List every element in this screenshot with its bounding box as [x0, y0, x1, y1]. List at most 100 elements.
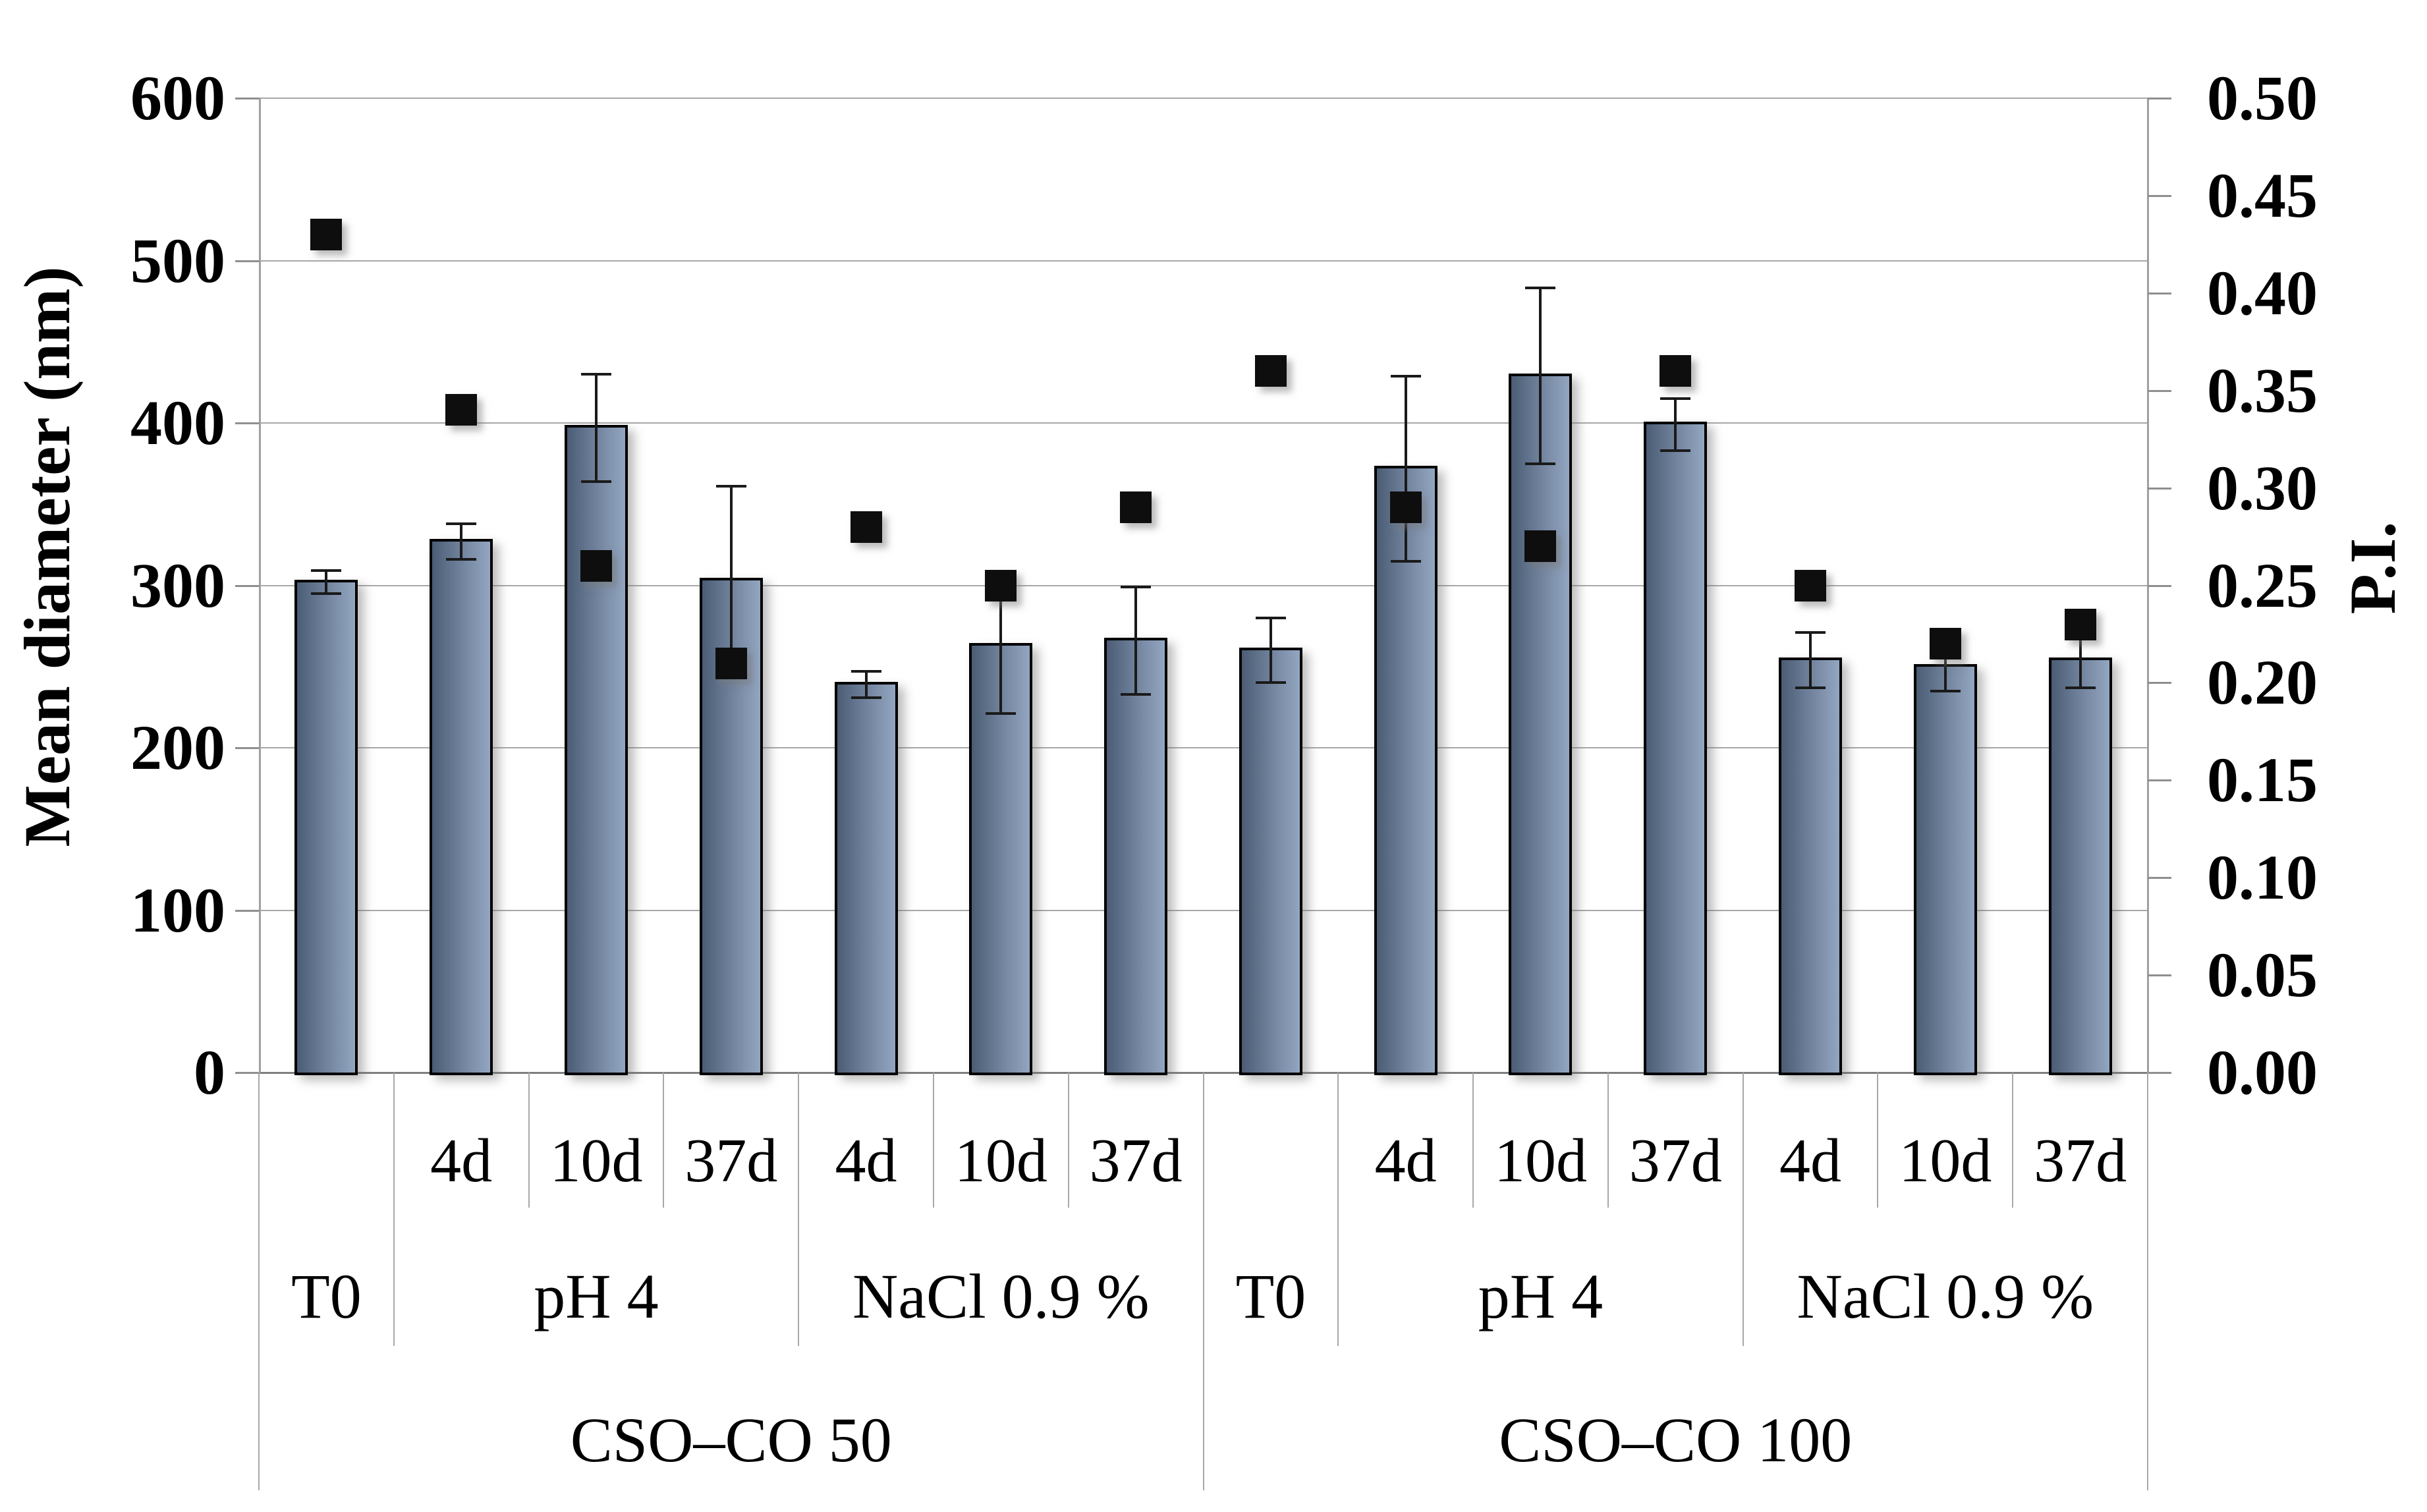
- error-bar-cap-top-cso-co-50-ph-4-10d: [580, 373, 611, 376]
- category-separator-9: [1472, 1073, 1474, 1208]
- bar-cso-co-50-ph-4-4d: [430, 538, 493, 1075]
- pi-marker-cso-co-100-nacl-0-9-37d: [2064, 608, 2096, 640]
- day-label-cso-co-50-nacl-0-9-10d: 10d: [954, 1127, 1047, 1195]
- error-bar-cap-top-cso-co-50-ph-4-37d: [715, 485, 746, 488]
- group-label-cso-co-50-nacl-0-9: NaCl 0.9 %: [852, 1261, 1150, 1331]
- left-axis-tick-500: [235, 260, 259, 262]
- error-bar-cso-co-100-ph-4-37d: [1674, 399, 1677, 451]
- pi-marker-cso-co-100-ph-4-10d: [1524, 530, 1557, 563]
- error-bar-cso-co-100-nacl-0-9-4d: [1809, 632, 1812, 688]
- day-label-cso-co-100-nacl-0-9-10d: 10d: [1899, 1127, 1992, 1195]
- category-separator-3: [663, 1073, 665, 1208]
- gridline-400: [259, 422, 2148, 424]
- error-bar-cso-co-50-nacl-0-9-37d: [1134, 586, 1138, 694]
- error-bar-cso-co-50-nacl-0-9-10d: [999, 577, 1003, 714]
- group-label-cso-co-50-ph-4: pH 4: [534, 1261, 659, 1331]
- error-bar-cso-co-50-ph-4-10d: [594, 374, 598, 482]
- left-axis-tick-label: 100: [130, 874, 225, 945]
- error-bar-cso-co-100-nacl-0-9-37d: [2078, 632, 2082, 688]
- category-separator-13: [2012, 1073, 2014, 1208]
- right-axis-tick-label: 0.35: [2207, 354, 2318, 426]
- gridline-200: [259, 747, 2148, 748]
- right-axis-tick-label: 0.45: [2207, 159, 2318, 231]
- polymer-label-cso-co-50: CSO–CO 50: [570, 1405, 892, 1475]
- category-separator-14: [2147, 1073, 2148, 1490]
- pi-marker-cso-co-50-nacl-0-9-37d: [1120, 491, 1152, 524]
- bar-cso-co-100-t0: [1239, 648, 1302, 1075]
- pi-marker-cso-co-100-ph-4-4d: [1389, 491, 1422, 524]
- error-bar-cso-co-100-nacl-0-9-10d: [1943, 642, 1947, 691]
- pi-marker-cso-co-50-ph-4-4d: [445, 394, 478, 426]
- left-axis-tick-label: 0: [194, 1037, 225, 1107]
- error-bar-cso-co-50-ph-4-4d: [460, 523, 463, 560]
- left-axis-tick-label: 600: [130, 63, 225, 133]
- error-bar-cap-top-cso-co-100-ph-4-37d: [1660, 397, 1691, 401]
- error-bar-cap-bottom-cso-co-100-ph-4-4d: [1390, 559, 1421, 563]
- category-separator-7: [1202, 1073, 1204, 1490]
- right-axis-tick-label: 0.20: [2207, 647, 2318, 718]
- error-bar-cap-bottom-cso-co-50-nacl-0-9-37d: [1121, 692, 1152, 696]
- right-axis-tick-0.30: [2148, 487, 2171, 490]
- error-bar-cso-co-50-t0: [325, 571, 328, 594]
- pi-marker-cso-co-100-nacl-0-9-4d: [1795, 569, 1827, 602]
- error-bar-cap-top-cso-co-100-nacl-0-9-4d: [1795, 630, 1826, 634]
- right-axis-tick-0.05: [2148, 974, 2171, 977]
- pi-marker-cso-co-100-t0: [1254, 355, 1287, 387]
- left-axis-spine: [259, 98, 261, 1073]
- day-label-cso-co-100-nacl-0-9-37d: 37d: [2034, 1127, 2127, 1195]
- error-bar-cso-co-50-nacl-0-9-4d: [864, 671, 868, 698]
- right-axis-tick-label: 0.50: [2207, 63, 2318, 133]
- right-axis-tick-0.35: [2148, 389, 2171, 392]
- bar-cso-co-100-ph-4-4d: [1374, 466, 1437, 1075]
- pi-marker-cso-co-50-nacl-0-9-4d: [850, 511, 882, 543]
- error-bar-cap-bottom-cso-co-50-nacl-0-9-4d: [851, 696, 881, 699]
- category-separator-2: [528, 1073, 530, 1208]
- day-label-cso-co-50-ph-4-37d: 37d: [684, 1127, 778, 1195]
- right-axis-tick-0.50: [2148, 98, 2171, 99]
- right-axis-tick-label: 0.10: [2207, 842, 2318, 913]
- error-bar-cap-bottom-cso-co-50-t0: [311, 592, 342, 595]
- bar-cso-co-100-ph-4-37d: [1644, 422, 1708, 1075]
- error-bar-cap-top-cso-co-50-ph-4-4d: [446, 522, 477, 525]
- left-axis-tick-300: [235, 584, 259, 587]
- right-axis-tick-0.40: [2148, 292, 2171, 294]
- day-label-cso-co-50-ph-4-10d: 10d: [549, 1127, 643, 1195]
- gridline-300: [259, 584, 2148, 586]
- right-axis-tick-label: 0.00: [2207, 1037, 2318, 1107]
- right-axis-tick-label: 0.15: [2207, 744, 2318, 816]
- error-bar-cap-top-cso-co-50-t0: [311, 569, 342, 573]
- category-separator-1: [393, 1073, 395, 1346]
- pi-marker-cso-co-100-nacl-0-9-10d: [1929, 628, 1961, 660]
- category-separator-5: [932, 1073, 934, 1208]
- right-axis-tick-0.45: [2148, 194, 2171, 197]
- group-label-cso-co-50-t0: T0: [291, 1261, 362, 1331]
- day-label-cso-co-100-ph-4-10d: 10d: [1493, 1127, 1587, 1195]
- day-label-cso-co-50-nacl-0-9-37d: 37d: [1089, 1127, 1183, 1195]
- left-axis-tick-0: [235, 1072, 259, 1074]
- error-bar-cap-bottom-cso-co-50-ph-4-10d: [580, 480, 611, 483]
- error-bar-cap-top-cso-co-100-t0: [1255, 616, 1286, 619]
- bar-cso-co-100-nacl-0-9-10d: [1913, 663, 1977, 1075]
- right-axis-tick-0.10: [2148, 877, 2171, 880]
- right-axis-tick-label: 0.25: [2207, 549, 2318, 621]
- day-label-cso-co-50-ph-4-4d: 4d: [430, 1127, 493, 1195]
- gridline-500: [259, 260, 2148, 262]
- gridline-600: [259, 98, 2148, 99]
- category-separator-12: [1877, 1073, 1879, 1208]
- pi-marker-cso-co-50-ph-4-10d: [580, 549, 612, 582]
- error-bar-cap-bottom-cso-co-100-nacl-0-9-4d: [1795, 686, 1826, 689]
- bar-cso-co-50-t0: [294, 579, 358, 1075]
- day-label-cso-co-100-ph-4-37d: 37d: [1629, 1127, 1722, 1195]
- error-bar-cap-bottom-cso-co-100-nacl-0-9-37d: [2065, 686, 2096, 689]
- day-label-cso-co-100-ph-4-4d: 4d: [1374, 1127, 1437, 1195]
- error-bar-cap-bottom-cso-co-100-t0: [1255, 681, 1286, 685]
- error-bar-cap-bottom-cso-co-50-nacl-0-9-10d: [986, 712, 1017, 715]
- bar-cso-co-100-ph-4-10d: [1509, 373, 1573, 1075]
- right-axis-tick-label: 0.40: [2207, 257, 2318, 328]
- error-bar-cap-bottom-cso-co-50-ph-4-4d: [446, 558, 477, 561]
- polymer-label-cso-co-100: CSO–CO 100: [1499, 1405, 1853, 1475]
- right-axis-tick-0.00: [2148, 1072, 2171, 1074]
- gridline-100: [259, 909, 2148, 911]
- bar-cso-co-100-nacl-0-9-4d: [1779, 657, 1843, 1075]
